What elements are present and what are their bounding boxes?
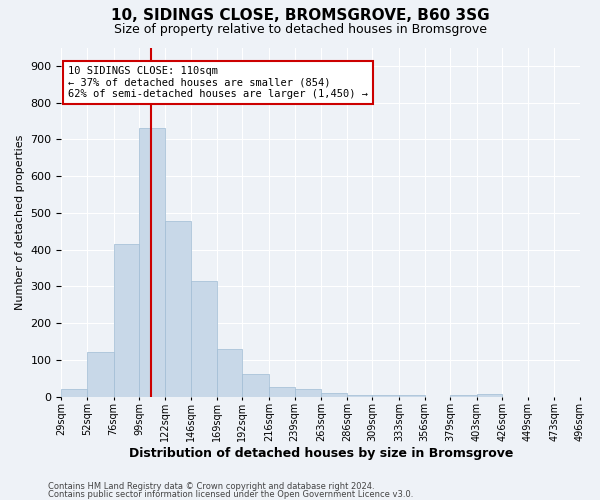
Bar <box>217 349 242 397</box>
Bar <box>373 394 399 396</box>
Bar <box>191 281 217 396</box>
Bar <box>61 389 87 396</box>
Text: 10 SIDINGS CLOSE: 110sqm
← 37% of detached houses are smaller (854)
62% of semi-: 10 SIDINGS CLOSE: 110sqm ← 37% of detach… <box>68 66 368 99</box>
Bar <box>399 394 425 396</box>
Bar <box>450 394 477 396</box>
Bar <box>87 352 113 397</box>
Bar <box>321 393 347 396</box>
Text: Size of property relative to detached houses in Bromsgrove: Size of property relative to detached ho… <box>113 22 487 36</box>
Bar <box>477 394 502 396</box>
Bar <box>242 374 269 396</box>
Bar <box>347 394 373 396</box>
Bar <box>269 388 295 396</box>
Bar <box>164 221 191 396</box>
Bar <box>113 244 139 396</box>
Text: Contains public sector information licensed under the Open Government Licence v3: Contains public sector information licen… <box>48 490 413 499</box>
Text: Contains HM Land Registry data © Crown copyright and database right 2024.: Contains HM Land Registry data © Crown c… <box>48 482 374 491</box>
Text: 10, SIDINGS CLOSE, BROMSGROVE, B60 3SG: 10, SIDINGS CLOSE, BROMSGROVE, B60 3SG <box>110 8 490 22</box>
Bar <box>295 389 321 396</box>
Y-axis label: Number of detached properties: Number of detached properties <box>15 134 25 310</box>
X-axis label: Distribution of detached houses by size in Bromsgrove: Distribution of detached houses by size … <box>128 447 513 460</box>
Bar <box>139 128 164 396</box>
